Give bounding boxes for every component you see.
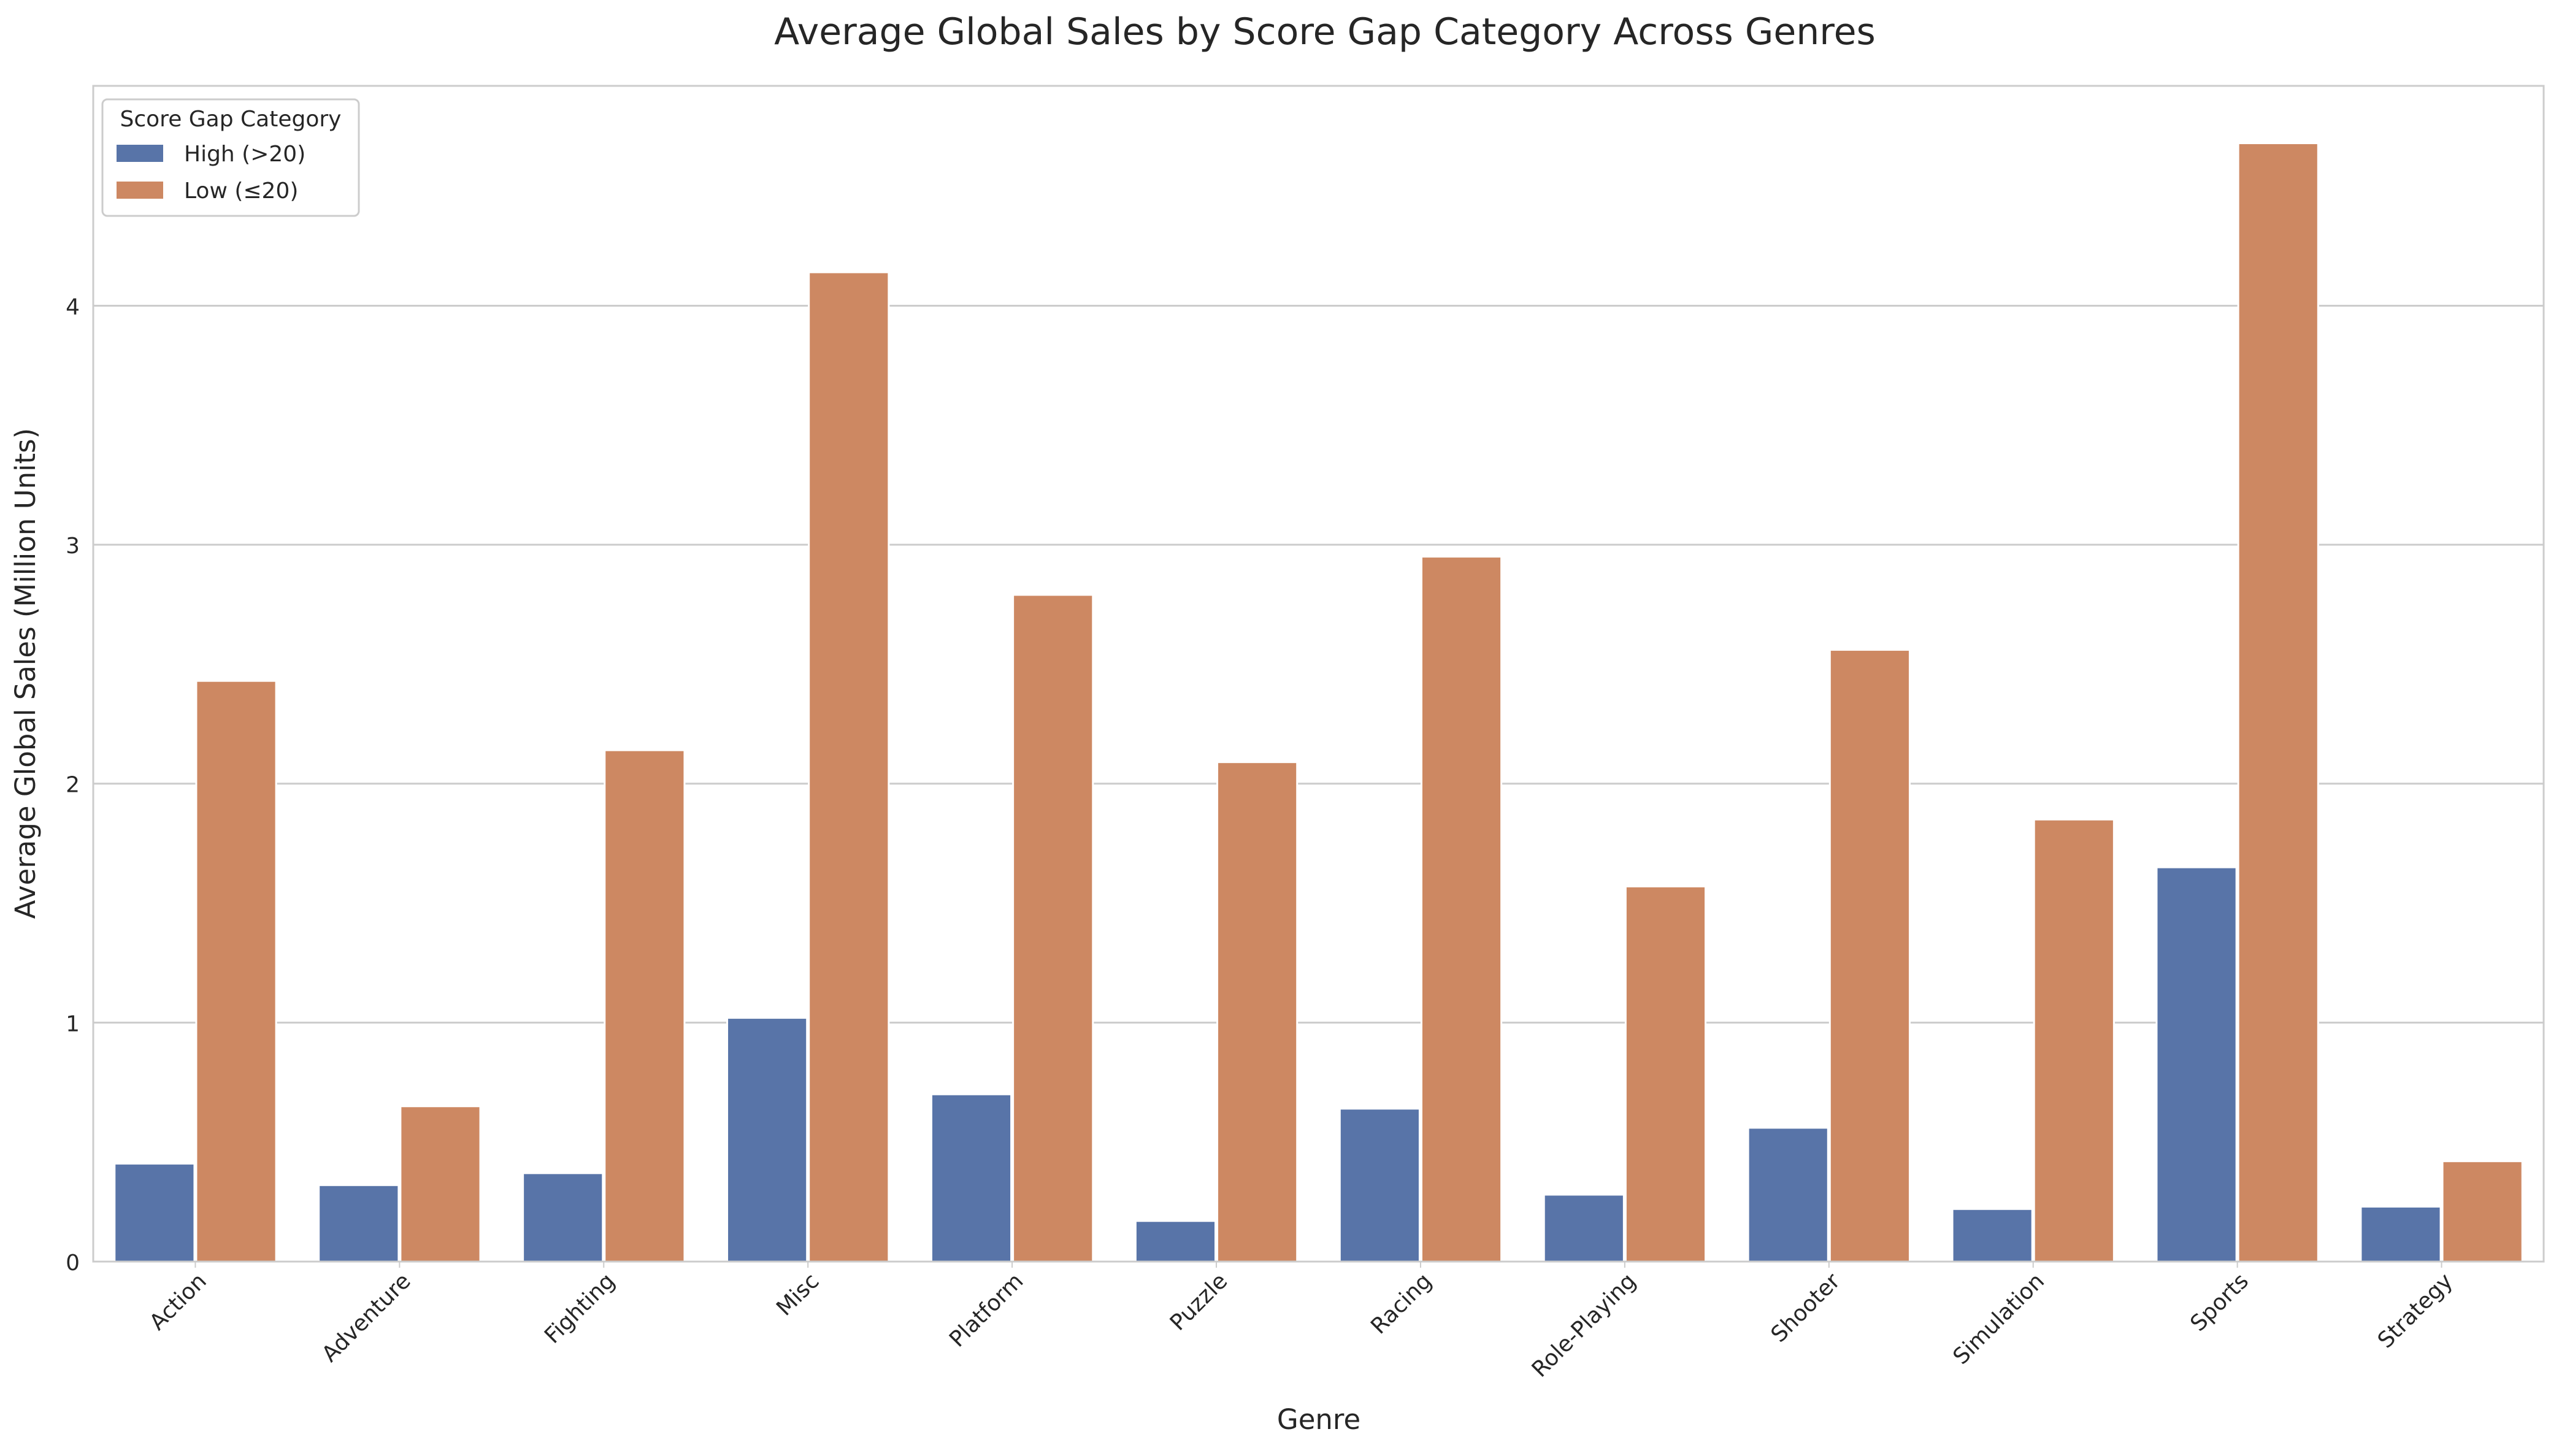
bar-high-shooter <box>1747 1127 1829 1263</box>
bar-low-role-playing <box>1624 885 1707 1263</box>
bar-low-platform <box>1012 594 1094 1263</box>
y-tick-label: 0 <box>66 1251 80 1276</box>
bar-high-simulation <box>1951 1208 2033 1263</box>
y-tick-label: 4 <box>66 294 80 320</box>
legend-title: Score Gap Category <box>120 107 342 132</box>
bar-low-puzzle <box>1216 761 1299 1263</box>
bar-high-fighting <box>522 1172 604 1263</box>
bar-low-strategy <box>2441 1160 2523 1263</box>
y-axis-ticks: 0 1 2 3 4 <box>66 294 80 1276</box>
bar-low-sports <box>2237 142 2319 1263</box>
bar-low-simulation <box>2033 818 2115 1263</box>
bar-high-puzzle <box>1134 1220 1217 1263</box>
bar-low-action <box>195 680 277 1263</box>
bar-high-misc <box>726 1017 808 1263</box>
bar-high-action <box>113 1162 196 1263</box>
chart-title: Average Global Sales by Score Gap Catego… <box>774 10 1876 53</box>
bar-low-shooter <box>1828 649 1911 1263</box>
bar-high-strategy <box>2360 1205 2442 1263</box>
bar-high-adventure <box>318 1184 400 1263</box>
bar-high-racing <box>1338 1108 1421 1263</box>
legend-box <box>101 98 360 217</box>
bar-low-racing <box>1420 556 1503 1263</box>
legend-label-high: High (>20) <box>184 142 305 167</box>
bar-low-adventure <box>399 1105 481 1263</box>
y-axis-label: Average Global Sales (Million Units) <box>9 428 42 919</box>
bar-low-misc <box>808 271 890 1263</box>
legend-swatch-high <box>117 145 163 162</box>
y-tick-label: 1 <box>66 1011 80 1036</box>
bar-low-fighting <box>604 749 686 1263</box>
x-axis-label: Genre <box>1277 1403 1360 1436</box>
bar-high-platform <box>930 1093 1013 1263</box>
y-tick-label: 2 <box>66 773 80 798</box>
bar-high-sports <box>2155 866 2238 1263</box>
bars <box>113 142 2523 1263</box>
legend-swatch-low <box>117 182 163 199</box>
legend-label-low: Low (≤20) <box>184 178 298 204</box>
y-tick-label: 3 <box>66 534 80 559</box>
plot-frame <box>92 85 2545 1263</box>
legend: Score Gap Category High (>20) Low (≤20) <box>101 98 360 217</box>
bar-high-role-playing <box>1543 1194 1625 1263</box>
